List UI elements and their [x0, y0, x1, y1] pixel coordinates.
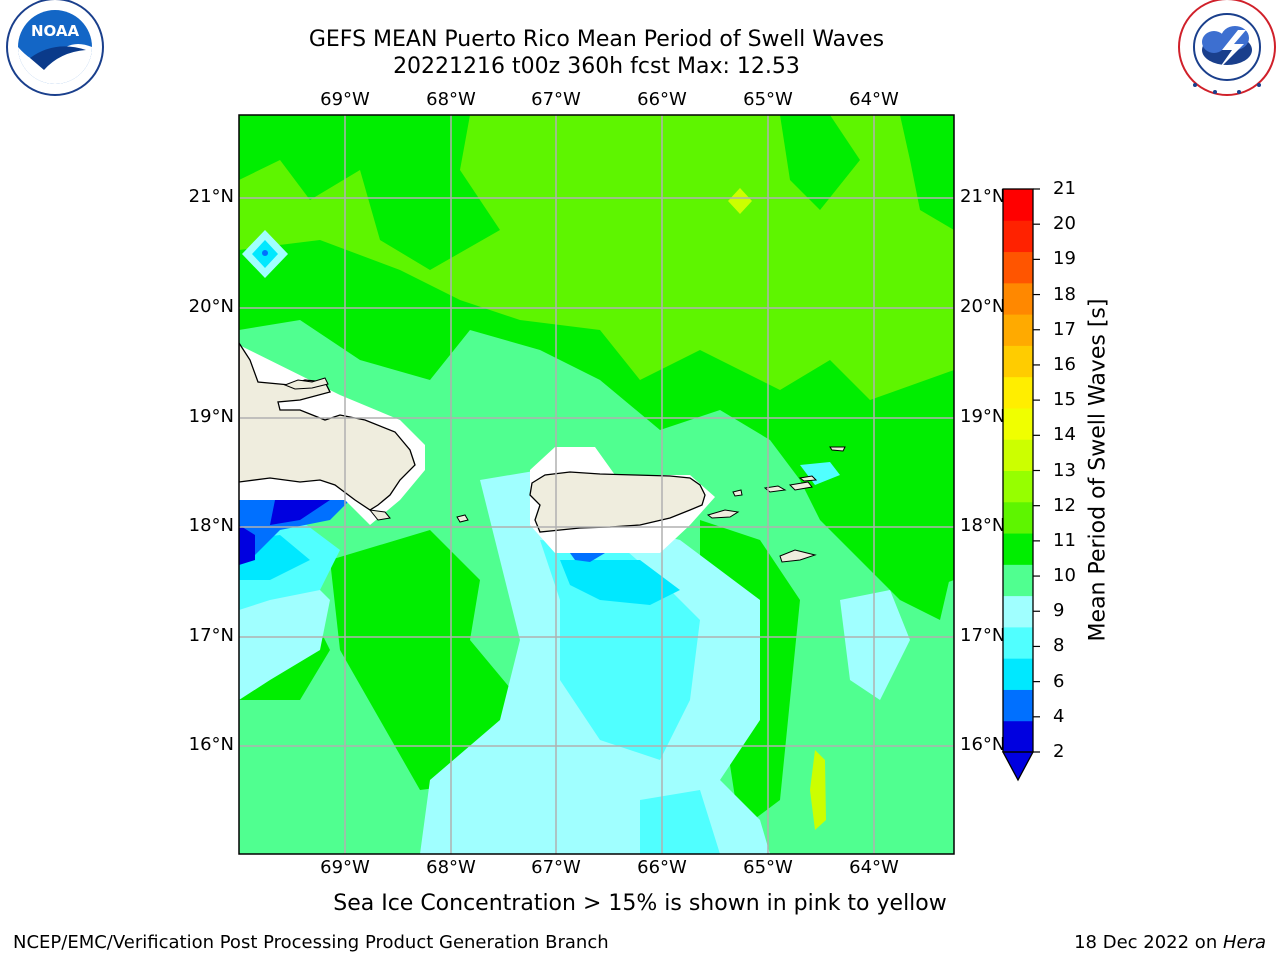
lat-label-left: 16°N: [188, 734, 234, 755]
lon-label-bottom: 67°W: [531, 857, 581, 878]
colorbar-bin: [1003, 314, 1033, 346]
colorbar-tick-label: 8: [1053, 635, 1065, 657]
footer-date: 18 Dec 2022 on Hera: [1074, 932, 1266, 953]
swell-period-field: [239, 115, 954, 854]
lat-label-right: 18°N: [960, 515, 1006, 536]
lon-label-top: 69°W: [320, 89, 370, 110]
colorbar-tick-label: 11: [1053, 529, 1076, 551]
lon-label-bottom: 69°W: [320, 857, 370, 878]
lat-label-right: 17°N: [960, 625, 1006, 646]
colorbar-bin: [1003, 595, 1033, 628]
colorbar-tick-label: 16: [1053, 353, 1076, 375]
colorbar-bin: [1003, 282, 1033, 315]
chart-title: GEFS MEAN Puerto Rico Mean Period of Swe…: [308, 27, 885, 52]
lon-label-bottom: 68°W: [426, 857, 476, 878]
noaa-logo: NOAA: [6, 0, 104, 96]
colorbar-bin: [1003, 501, 1033, 534]
colorbar-tick-label: 18: [1053, 283, 1076, 305]
colorbar-tick-label: 20: [1053, 213, 1076, 235]
lon-label-top: 66°W: [637, 89, 687, 110]
lat-label-right: 19°N: [960, 406, 1006, 427]
colorbar-tick-label: 12: [1053, 494, 1076, 516]
colorbar-bin: [1003, 470, 1033, 503]
colorbar-bin: [1003, 439, 1033, 471]
colorbar-bin: [1003, 720, 1033, 753]
footer-credit: NCEP/EMC/Verification Post Processing Pr…: [13, 932, 609, 953]
map-frame: [238, 114, 955, 855]
colorbar-bin: [1003, 564, 1033, 597]
colorbar: [1001, 188, 1040, 782]
lat-label-left: 19°N: [188, 406, 234, 427]
lat-label-left: 17°N: [188, 625, 234, 646]
colorbar-tick-label: 17: [1053, 318, 1076, 340]
colorbar-bin: [1003, 376, 1033, 409]
colorbar-bin: [1003, 658, 1033, 690]
lon-label-top: 65°W: [743, 89, 793, 110]
colorbar-bin: [1003, 251, 1033, 284]
colorbar-bin: [1003, 689, 1033, 722]
lon-label-top: 67°W: [531, 89, 581, 110]
graticule: [239, 115, 954, 854]
colorbar-tick-label: 10: [1053, 565, 1076, 587]
lat-label-left: 21°N: [188, 186, 234, 207]
lon-label-top: 64°W: [849, 89, 899, 110]
colorbar-tick-label: 6: [1053, 670, 1065, 692]
colorbar-tick-label: 15: [1053, 389, 1076, 411]
sea-ice-footnote-text: Sea Ice Concentration > 15% is shown in …: [333, 891, 947, 916]
colorbar-tick-label: 21: [1053, 178, 1076, 199]
lat-label-right: 21°N: [960, 186, 1006, 207]
colorbar-tick-label: 14: [1053, 424, 1076, 446]
nws-logo: [1178, 0, 1276, 96]
lat-label-left: 20°N: [188, 296, 234, 317]
lat-label-left: 18°N: [188, 515, 234, 536]
lon-label-top: 68°W: [426, 89, 476, 110]
lat-label-right: 20°N: [960, 296, 1006, 317]
colorbar-tick-label: 9: [1053, 600, 1065, 622]
colorbar-tick-label: 19: [1053, 248, 1076, 270]
colorbar-bin: [1003, 220, 1033, 253]
footer-date-text: 18 Dec 2022 on: [1074, 932, 1223, 953]
colorbar-bin: [1003, 189, 1033, 221]
lon-label-bottom: 65°W: [743, 857, 793, 878]
noaa-logo-text: NOAA: [31, 22, 80, 40]
sea-ice-footnote: Sea Ice Concentration > 15% is shown in …: [0, 891, 1280, 916]
lon-label-bottom: 64°W: [849, 857, 899, 878]
colorbar-bin: [1003, 533, 1033, 565]
colorbar-bin: [1003, 407, 1033, 440]
colorbar-bin: [1003, 345, 1033, 378]
colorbar-tick-label: 4: [1053, 705, 1065, 727]
footer-host: Hera: [1222, 932, 1266, 953]
colorbar-extend-triangle: [1001, 751, 1035, 782]
lat-label-right: 16°N: [960, 734, 1006, 755]
colorbar-tick-label: 13: [1053, 459, 1076, 481]
colorbar-bin: [1003, 626, 1033, 659]
colorbar-label: Mean Period of Swell Waves [s]: [1085, 298, 1111, 642]
chart-subtitle: 20221216 t00z 360h fcst Max: 12.53: [393, 54, 800, 79]
colorbar-tick-label: 2: [1053, 741, 1065, 762]
lon-label-bottom: 66°W: [637, 857, 687, 878]
